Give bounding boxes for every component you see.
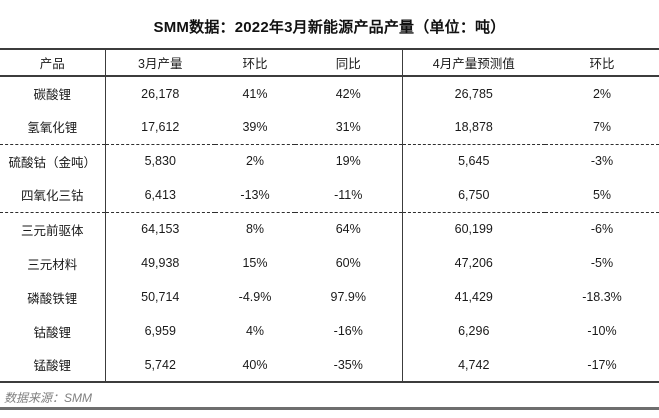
cell-apr-forecast: 18,878 (401, 110, 545, 145)
cell-mar-mom: 39% (215, 110, 295, 145)
table-row: 锰酸锂 5,742 40% -35% 4,742 -17% (0, 348, 659, 382)
bottom-divider (0, 407, 659, 410)
cell-product: 碳酸锂 (0, 76, 106, 110)
cell-apr-forecast: 6,750 (401, 178, 545, 213)
column-header-product: 产品 (0, 49, 106, 77)
table-row: 钴酸锂 6,959 4% -16% 6,296 -10% (0, 314, 659, 348)
cell-product: 硫酸钴（金吨） (0, 144, 106, 178)
cell-mar-mom: 15% (242, 256, 268, 270)
table-header: 产品 3月产量 环比 同比 4月产量预测值 环比 (0, 49, 659, 77)
cell-mar-output: 6,413 (105, 178, 215, 213)
column-header-mar-output: 3月产量 (105, 49, 215, 77)
cell-mar-mom: 4% (245, 324, 265, 338)
cell-apr-forecast: 6,296 (401, 314, 545, 348)
cell-mar-yoy: 19% (335, 154, 361, 169)
cell-mar-output: 64,153 (141, 222, 180, 237)
production-table: 产品 3月产量 环比 同比 4月产量预测值 环比 碳酸锂 26,178 41% 42% 26,78… (0, 48, 659, 383)
column-header-mar-yoy: 同比 (295, 49, 402, 77)
cell-mar-output: 5,742 (144, 357, 176, 372)
cell-apr-mom: -5% (590, 256, 614, 270)
cell-apr-mom: -6% (590, 222, 614, 237)
cell-product: 钴酸锂 (0, 314, 106, 348)
cell-mar-yoy: 60% (335, 256, 361, 270)
cell-apr-mom: 2% (592, 86, 612, 101)
table-row: 三元前驱体 64,153 8% 64% 60,199 -6% (0, 212, 659, 246)
column-header-mar-mom: 环比 (215, 49, 295, 77)
cell-product: 氢氧化锂 (0, 110, 106, 145)
cell-mar-output: 50,714 (141, 290, 180, 304)
table-row: 氢氧化锂 17,612 39% 31% 18,878 7% (0, 110, 659, 145)
cell-mar-output: 26,178 (141, 86, 180, 101)
cell-mar-mom: 8% (245, 222, 265, 237)
cell-mar-yoy: 64% (335, 222, 361, 237)
cell-apr-forecast: 4,742 (401, 348, 545, 382)
cell-mar-yoy: 31% (295, 110, 402, 145)
cell-mar-yoy: -35% (333, 357, 363, 372)
table-row: 硫酸钴（金吨） 5,830 2% 19% 5,645 -3% (0, 144, 659, 178)
cell-mar-mom: -4.9% (238, 290, 272, 304)
cell-product: 三元材料 (0, 246, 106, 280)
cell-apr-mom: 5% (545, 178, 659, 213)
cell-mar-mom: -13% (215, 178, 295, 213)
cell-mar-output: 17,612 (105, 110, 215, 145)
cell-apr-mom: -17% (587, 357, 617, 372)
table-row: 三元材料 49,938 15% 60% 47,206 -5% (0, 246, 659, 280)
cell-mar-mom: 40% (242, 357, 268, 372)
cell-product: 三元前驱体 (0, 212, 106, 246)
cell-mar-mom: 2% (245, 154, 265, 169)
page-title: SMM数据：2022年3月新能源产品产量（单位：吨） (153, 19, 506, 36)
cell-mar-mom: 41% (242, 86, 268, 101)
data-source-label: 数据来源：SMM (4, 391, 92, 405)
column-header-apr-forecast: 4月产量预测值 (401, 49, 545, 77)
cell-apr-forecast: 5,645 (401, 144, 545, 178)
cell-product: 四氧化三钴 (0, 178, 106, 213)
cell-apr-mom: 7% (545, 110, 659, 145)
cell-mar-output: 49,938 (141, 256, 180, 270)
cell-product: 磷酸铁锂 (0, 280, 106, 314)
table-row: 磷酸铁锂 50,714 -4.9% 97.9% 41,429 -18.3% (0, 280, 659, 314)
cell-mar-output: 6,959 (144, 324, 176, 338)
table-body: 碳酸锂 26,178 41% 42% 26,785 2% 氢氧化锂 17,612 39% 31% 1… (0, 76, 659, 382)
cell-apr-forecast: 26,785 (401, 76, 545, 110)
table-row: 碳酸锂 26,178 41% 42% 26,785 2% (0, 76, 659, 110)
cell-mar-yoy: -16% (333, 324, 363, 338)
table-row: 四氧化三钴 6,413 -13% -11% 6,750 5% (0, 178, 659, 213)
cell-apr-forecast: 47,206 (401, 246, 545, 280)
table-header-row: 产品 3月产量 环比 同比 4月产量预测值 环比 (0, 49, 659, 77)
cell-apr-mom: -3% (590, 154, 614, 169)
cell-mar-yoy: -11% (295, 178, 402, 213)
cell-product: 锰酸锂 (0, 348, 106, 382)
cell-mar-output: 5,830 (144, 154, 176, 169)
column-header-apr-mom: 环比 (545, 49, 659, 77)
cell-mar-yoy: 97.9% (330, 290, 366, 304)
cell-mar-yoy: 42% (335, 86, 361, 101)
cell-apr-mom: -18.3% (582, 290, 622, 304)
cell-apr-mom: -10% (587, 324, 617, 338)
cell-apr-forecast: 60,199 (401, 212, 545, 246)
cell-apr-forecast: 41,429 (401, 280, 545, 314)
